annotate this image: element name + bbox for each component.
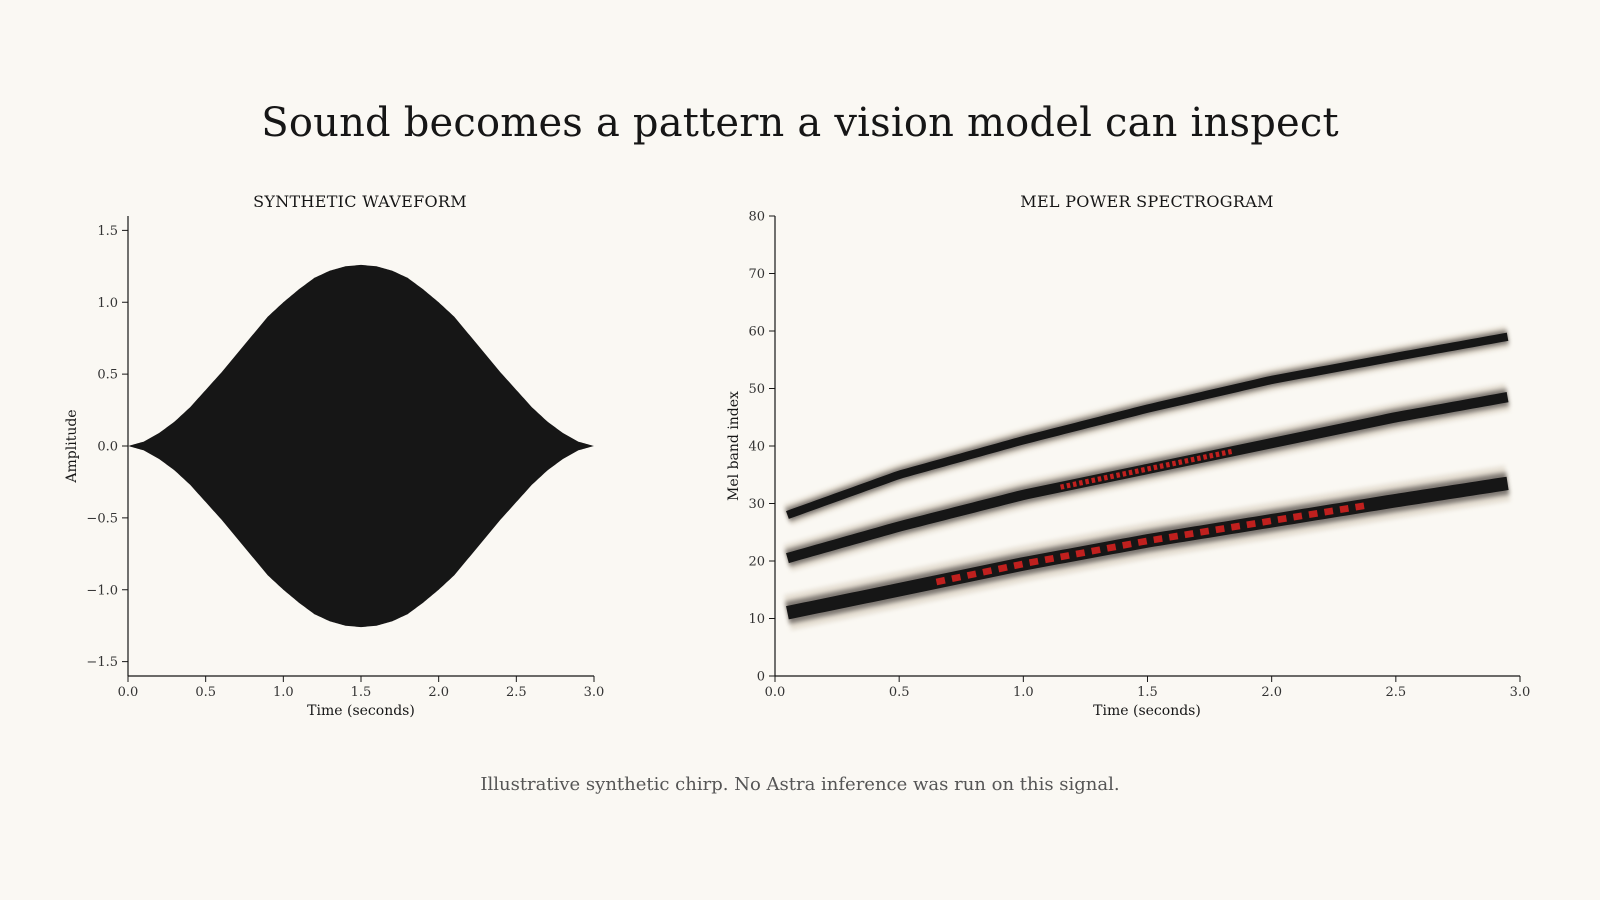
waveform-envelope bbox=[128, 264, 594, 628]
waveform-x-tick-label: 2.5 bbox=[506, 685, 527, 700]
spectrogram-peak-energy bbox=[1060, 448, 1233, 490]
spectrogram-peak-energy bbox=[935, 502, 1365, 586]
spectrogram-x-tick-label: 2.0 bbox=[1261, 685, 1282, 700]
spectrogram-panel: MEL POWER SPECTROGRAM 0.0 0.5 1.0 1.5 2.0 2.5… bbox=[726, 192, 1530, 719]
waveform-y-tick-label: 0.0 bbox=[97, 440, 118, 455]
spectrogram-y-tick-label: 20 bbox=[748, 555, 765, 570]
waveform-y-tick-label: −1.5 bbox=[86, 655, 118, 670]
waveform-y-ticks: 1.5 1.0 0.5 0.0 −0.5 −1.0 −1.5 bbox=[86, 224, 128, 670]
waveform-y-label: Amplitude bbox=[64, 409, 80, 483]
spectrogram-y-tick-label: 80 bbox=[748, 210, 765, 225]
caption: Illustrative synthetic chirp. No Astra i… bbox=[480, 774, 1120, 795]
waveform-y-tick-label: −0.5 bbox=[86, 511, 118, 526]
page-title: Sound becomes a pattern a vision model c… bbox=[261, 100, 1339, 146]
spectrogram-band-2 bbox=[783, 383, 1511, 572]
waveform-x-tick-label: 1.0 bbox=[273, 685, 294, 700]
spectrogram-x-ticks: 0.0 0.5 1.0 1.5 2.0 2.5 3.0 bbox=[765, 676, 1531, 700]
spectrogram-y-tick-label: 10 bbox=[748, 612, 765, 627]
spectrogram-x-tick-label: 0.5 bbox=[889, 685, 910, 700]
spectrogram-x-tick-label: 0.0 bbox=[765, 685, 786, 700]
waveform-y-tick-label: 1.5 bbox=[97, 224, 118, 239]
spectrogram-band-3 bbox=[783, 325, 1510, 526]
spectrogram-plot bbox=[783, 325, 1511, 631]
waveform-x-label: Time (seconds) bbox=[307, 703, 415, 719]
waveform-panel: SYNTHETIC WAVEFORM 0.0 0.5 1.0 1.5 2.0 2.5 3.0… bbox=[64, 192, 604, 719]
spectrogram-title: MEL POWER SPECTROGRAM bbox=[1020, 192, 1273, 211]
spectrogram-y-tick-label: 30 bbox=[748, 497, 765, 512]
spectrogram-x-tick-label: 3.0 bbox=[1510, 685, 1531, 700]
waveform-x-tick-label: 1.5 bbox=[351, 685, 372, 700]
spectrogram-band-core bbox=[786, 332, 1509, 519]
waveform-title: SYNTHETIC WAVEFORM bbox=[253, 192, 467, 211]
spectrogram-x-tick-label: 1.5 bbox=[1137, 685, 1158, 700]
spectrogram-y-label: Mel band index bbox=[726, 391, 742, 501]
spectrogram-y-tick-label: 40 bbox=[748, 440, 765, 455]
spectrogram-y-tick-label: 50 bbox=[748, 382, 765, 397]
waveform-y-tick-label: 0.5 bbox=[97, 368, 118, 383]
spectrogram-y-tick-label: 70 bbox=[748, 267, 765, 282]
spectrogram-band-1 bbox=[783, 465, 1511, 631]
spectrogram-x-label: Time (seconds) bbox=[1093, 703, 1201, 719]
waveform-plot bbox=[128, 264, 594, 628]
waveform-y-tick-label: −1.0 bbox=[86, 583, 118, 598]
spectrogram-y-ticks: 0 10 20 30 40 50 60 70 80 bbox=[748, 210, 775, 685]
waveform-y-tick-label: 1.0 bbox=[97, 296, 118, 311]
spectrogram-x-tick-label: 1.0 bbox=[1013, 685, 1034, 700]
waveform-x-ticks: 0.0 0.5 1.0 1.5 2.0 2.5 3.0 bbox=[118, 676, 605, 700]
spectrogram-y-tick-label: 0 bbox=[757, 670, 765, 685]
spectrogram-band-core bbox=[786, 476, 1509, 620]
spectrogram-x-tick-label: 2.5 bbox=[1385, 685, 1406, 700]
waveform-x-tick-label: 0.0 bbox=[118, 685, 139, 700]
spectrogram-y-tick-label: 60 bbox=[748, 325, 765, 340]
waveform-x-tick-label: 0.5 bbox=[195, 685, 216, 700]
waveform-x-tick-label: 2.0 bbox=[428, 685, 449, 700]
waveform-x-tick-label: 3.0 bbox=[584, 685, 605, 700]
